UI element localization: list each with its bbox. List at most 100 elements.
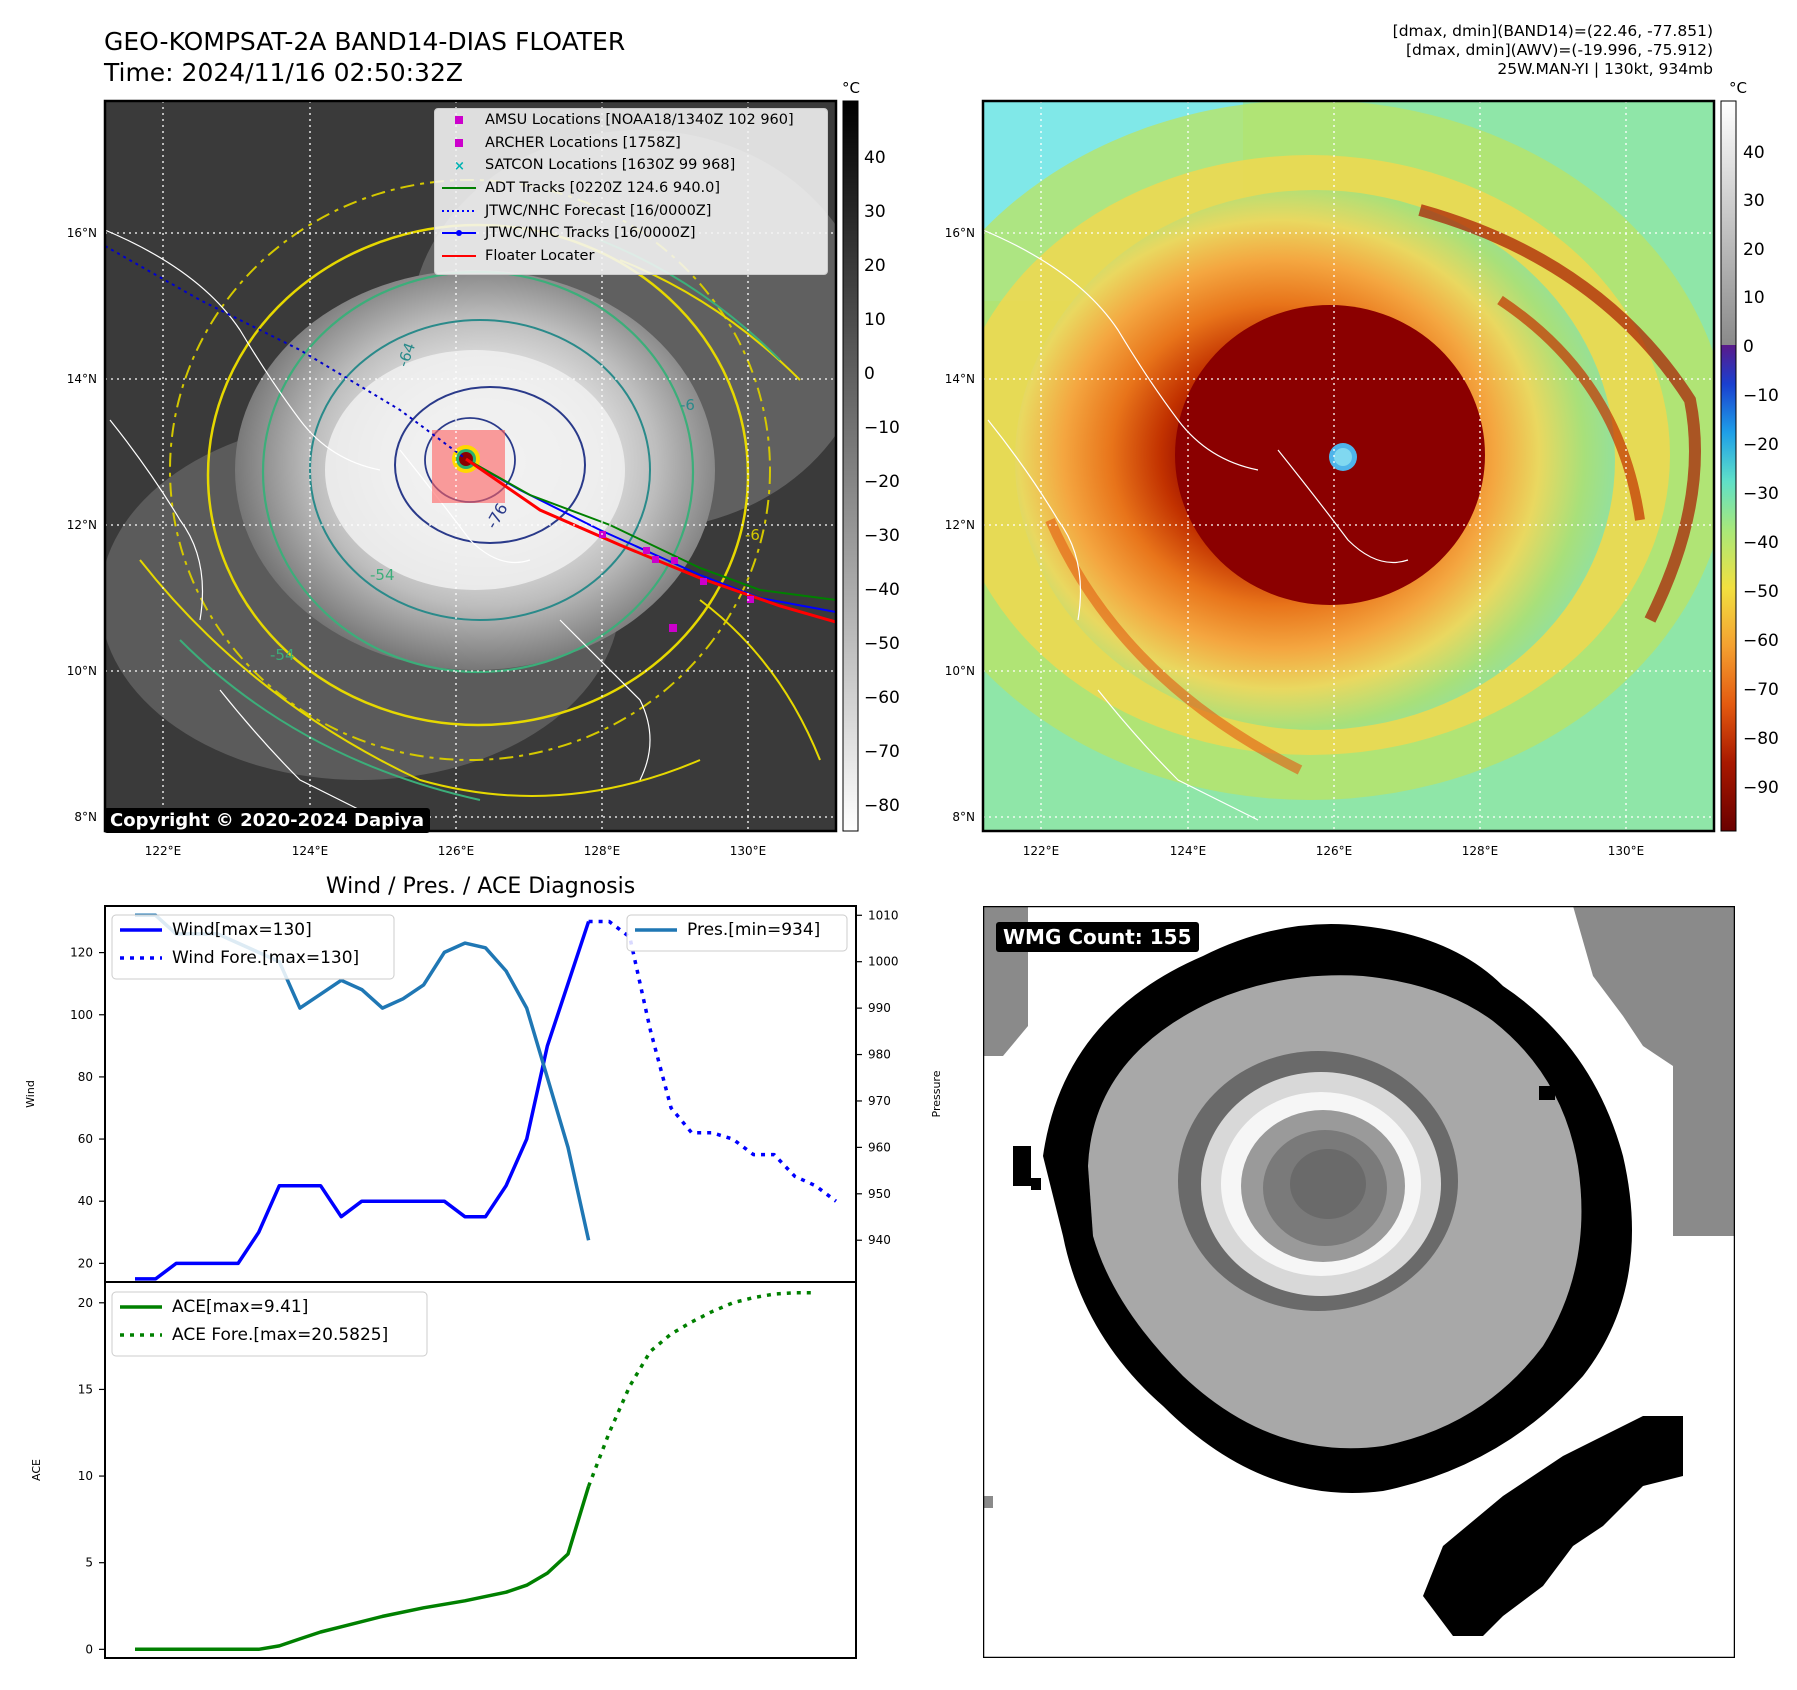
contour-label: -6 — [745, 526, 760, 544]
y-right-tick-label: 1000 — [868, 955, 899, 969]
cb-tick: 0 — [1743, 337, 1754, 357]
cb-tick: 30 — [1743, 191, 1765, 211]
cb-tick: 30 — [864, 202, 886, 222]
cb-tick: −20 — [864, 472, 900, 492]
contour-label: -54 — [370, 566, 395, 584]
amsu-marker — [669, 624, 677, 632]
legend-label: ADT Tracks [0220Z 124.6 940.0] — [485, 180, 721, 197]
map2-gridlines — [983, 101, 1714, 831]
lat-label: 10°N — [67, 664, 97, 678]
legend-entry: ADT Tracks [0220Z 124.6 940.0] — [435, 177, 827, 200]
map-legend: AMSU Locations [NOAA18/1340Z 102 960] ARC… — [434, 108, 828, 275]
lat-label: 14°N — [67, 372, 97, 386]
cb-tick: 40 — [1743, 143, 1765, 163]
storm-info: [dmax, dmin](BAND14)=(22.46, -77.851) [d… — [1393, 22, 1713, 79]
wmg-black-blob — [1423, 1416, 1683, 1636]
cb-tick: −30 — [864, 526, 900, 546]
lon-label: 122°E — [145, 844, 182, 858]
lon-label: 124°E — [1170, 844, 1207, 858]
y-right-tick-label: 940 — [868, 1233, 891, 1247]
cb-tick: 10 — [1743, 288, 1765, 308]
archer-marker — [652, 556, 659, 563]
awv-colorbar — [1721, 345, 1736, 831]
y-right-tick-label: 950 — [868, 1187, 891, 1201]
jtwc-forecast-track — [105, 245, 467, 460]
cb-tick: −40 — [864, 580, 900, 600]
floater-locater-track — [465, 457, 836, 624]
y-tick-label: 100 — [70, 1008, 93, 1022]
legend-label: AMSU Locations [NOAA18/1340Z 102 960] — [485, 112, 794, 129]
cb-tick: 20 — [864, 256, 886, 276]
y-axis-label: ACE — [30, 1459, 43, 1481]
cb-tick: −30 — [1743, 484, 1779, 504]
info-line-1: [dmax, dmin](BAND14)=(22.46, -77.851) — [1392, 22, 1713, 40]
contour-label: -6 — [680, 396, 695, 414]
y-right-tick-label: 970 — [868, 1094, 891, 1108]
lon-label: 124°E — [292, 844, 329, 858]
cb-tick: −10 — [1743, 386, 1779, 406]
ace-series-line-0 — [135, 1485, 591, 1652]
lon-label: 128°E — [584, 844, 621, 858]
legend-swatch — [455, 138, 463, 147]
ace-chart-frame — [104, 1281, 857, 1659]
pres-legend-box — [626, 914, 848, 952]
y-right-tick-label: 1010 — [868, 908, 899, 922]
plot-title: GEO-KOMPSAT-2A BAND14-DIAS FLOATER Time:… — [104, 26, 625, 88]
y-tick-label: 60 — [78, 1132, 93, 1146]
lat-label: 16°N — [945, 226, 975, 240]
y-right-tick-label: 980 — [868, 1048, 891, 1062]
series-line-1 — [588, 919, 838, 1203]
contour-label: -54 — [270, 646, 295, 664]
chart-title: Wind / Pres. / ACE Diagnosis — [326, 874, 635, 899]
copyright-badge: Copyright © 2020-2024 Dapiya — [104, 808, 431, 833]
y-tick-label: 10 — [78, 1469, 93, 1483]
archer-marker — [700, 578, 707, 585]
awv-colorbar-ticks: 40 30 20 10 0 −10 −20 −30 −40 −50 −60 −7… — [1743, 143, 1779, 798]
cb-tick: 10 — [864, 310, 886, 330]
legend-swatch — [442, 187, 476, 190]
legend-swatch — [455, 116, 463, 125]
wind-legend-box — [111, 914, 395, 980]
lon-label: 128°E — [1462, 844, 1499, 858]
wmg-panel — [983, 906, 1735, 1658]
cb-tick: −60 — [1743, 631, 1779, 651]
info-line-2: [dmax, dmin](AWV)=(-19.996, -75.912) — [1406, 41, 1713, 59]
lon-label: 130°E — [730, 844, 767, 858]
awv-colorbar-top — [1721, 101, 1736, 345]
cb-tick: 40 — [864, 148, 886, 168]
y-tick-label: 80 — [78, 1070, 93, 1084]
legend-entry: × SATCON Locations [1630Z 99 968] — [435, 154, 827, 177]
contour-navy — [394, 386, 586, 544]
wmg-count-badge: WMG Count: 155 — [996, 922, 1199, 952]
archer-marker — [671, 557, 678, 564]
title-line-2: Time: 2024/11/16 02:50:32Z — [104, 58, 463, 87]
awv-map-image — [983, 101, 1714, 831]
info-line-3: 25W.MAN-YI | 130kt, 934mb — [1497, 60, 1713, 78]
lat-label: 10°N — [945, 664, 975, 678]
y-tick-label: 0 — [85, 1642, 93, 1656]
lat-label: 12°N — [67, 518, 97, 532]
y-tick-label: 15 — [78, 1382, 93, 1396]
legend-label: Floater Locater — [485, 247, 595, 264]
map2-frame — [981, 99, 1716, 833]
ace-legend-box — [111, 1291, 428, 1357]
cb-tick: 20 — [1743, 240, 1765, 260]
cb-tick: −80 — [864, 796, 900, 816]
cb-tick: −70 — [1743, 680, 1779, 700]
map1-lon-labels: 122°E 124°E 126°E 128°E 130°E — [145, 844, 767, 858]
legend-entry: ARCHER Locations [1758Z] — [435, 132, 827, 155]
wind-legend-label: Wind[max=130] — [172, 920, 312, 940]
y-tick-label: 20 — [78, 1256, 93, 1270]
cb-tick: −40 — [1743, 533, 1779, 553]
colorbar-unit: °C — [842, 79, 860, 97]
lat-label: 8°N — [952, 810, 975, 824]
map-panels: -64 -76 -54 -54 -6 -6 16°N 14°N 12°N 10°… — [67, 79, 1779, 858]
y-tick-label: 5 — [85, 1556, 93, 1570]
legend-swatch: × — [454, 159, 465, 172]
legend-entry: AMSU Locations [NOAA18/1340Z 102 960] — [435, 109, 827, 132]
archer-marker — [643, 547, 650, 554]
y-tick-label: 20 — [78, 1296, 93, 1310]
legend-entry: JTWC/NHC Forecast [16/0000Z] — [435, 199, 827, 222]
legend-swatch — [442, 209, 476, 212]
cb-tick: −50 — [1743, 582, 1779, 602]
